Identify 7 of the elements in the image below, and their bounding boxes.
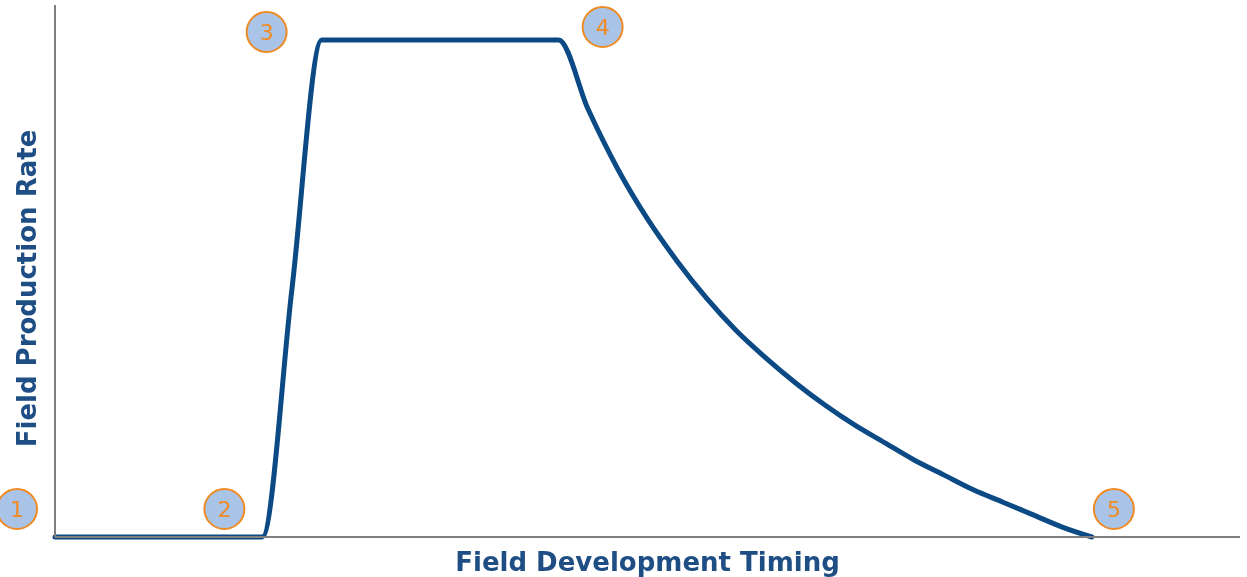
x-axis-title: Field Development Timing [455, 547, 840, 577]
annotation: 2 [217, 496, 232, 522]
annotation: 5 [1106, 496, 1121, 522]
text: 4 [595, 14, 610, 40]
text: 1 [10, 496, 24, 522]
y-axis-title: Field Production Rate [12, 129, 42, 448]
annotation: 3 [259, 19, 274, 45]
